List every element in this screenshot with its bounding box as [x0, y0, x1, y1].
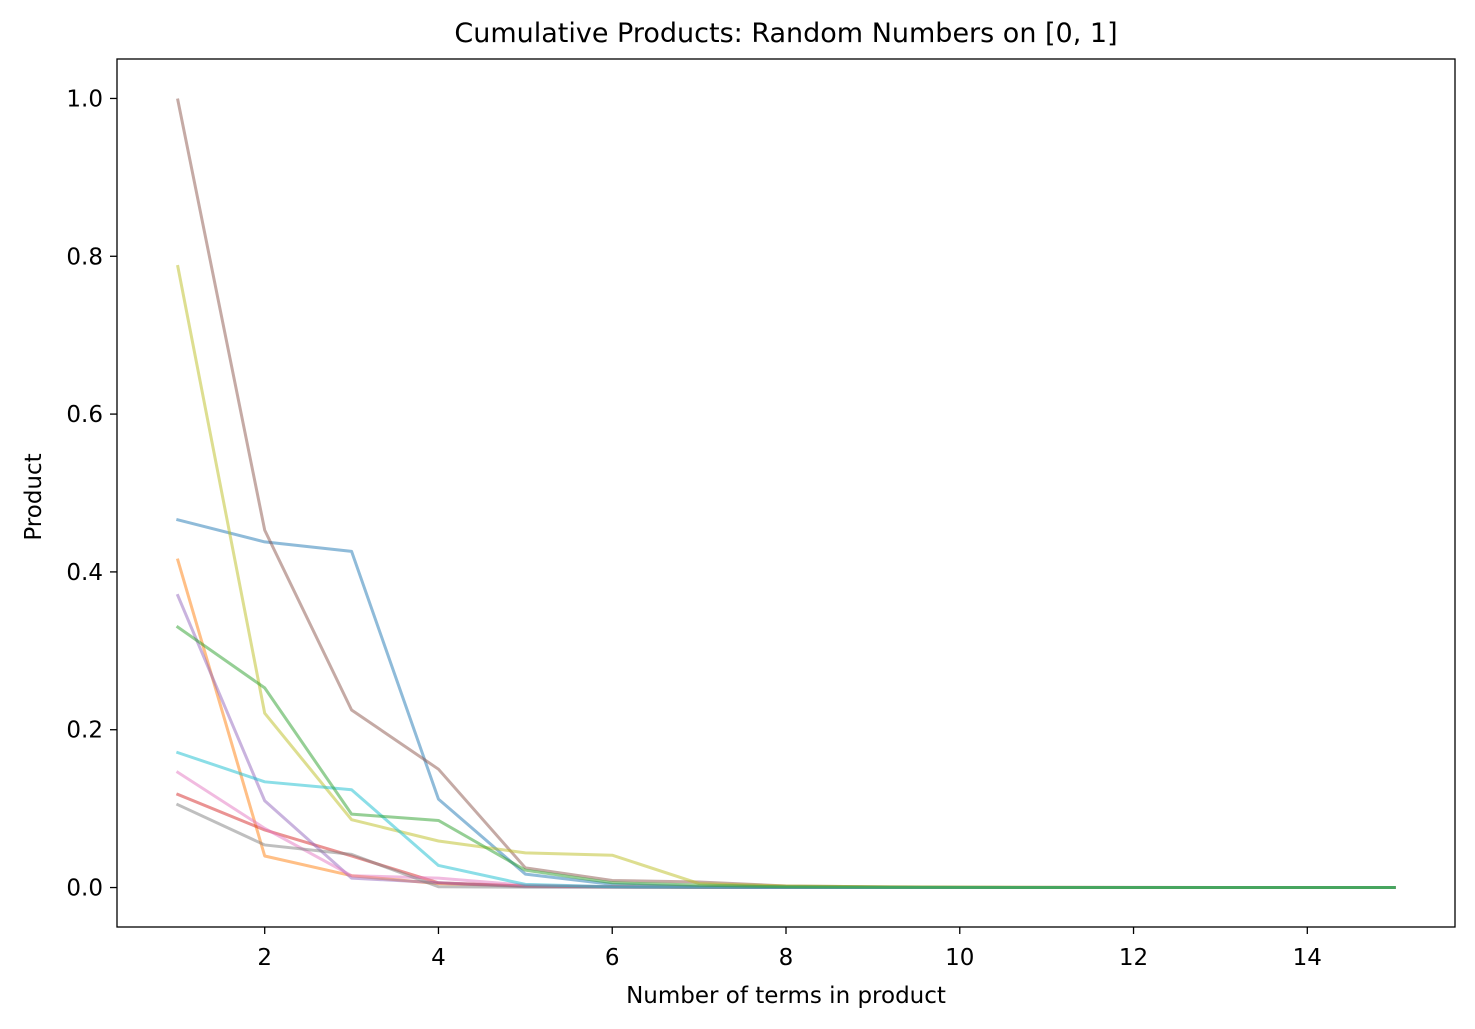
x-tick-label: 14	[1293, 945, 1322, 971]
x-tick-label: 10	[945, 945, 974, 971]
x-tick-label: 8	[779, 945, 794, 971]
y-tick-label: 0.8	[66, 244, 103, 270]
series-line-10	[175, 625, 1396, 890]
x-tick-label: 6	[605, 945, 620, 971]
y-tick-label: 0.4	[66, 560, 103, 586]
chart-title: Cumulative Products: Random Numbers on […	[454, 18, 1117, 49]
x-tick-label: 2	[257, 945, 272, 971]
y-tick-label: 1.0	[66, 86, 103, 112]
y-tick-label: 0.6	[66, 402, 103, 428]
x-tick-label: 12	[1119, 945, 1148, 971]
series-layer	[175, 98, 1396, 890]
y-axis-title: Product	[21, 453, 47, 540]
y-axis: 0.0 0.2 0.4 0.6 0.8 1.0	[66, 86, 117, 902]
y-tick-label: 0.2	[66, 718, 103, 744]
y-tick-label: 0.0	[66, 876, 103, 902]
x-axis: 2 4 6 8 10 12 14	[257, 927, 1322, 971]
x-tick-label: 4	[431, 945, 446, 971]
x-axis-title: Number of terms in product	[626, 983, 946, 1009]
